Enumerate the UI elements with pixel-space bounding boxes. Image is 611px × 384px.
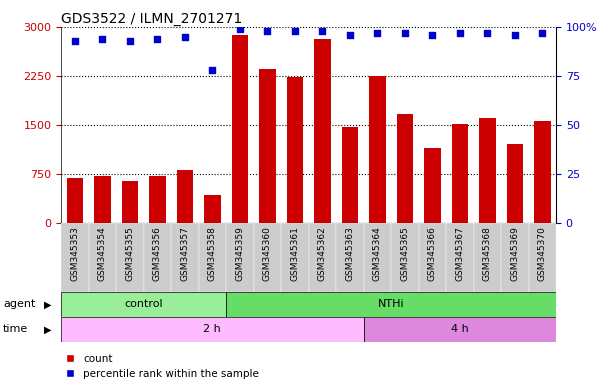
Text: GSM345353: GSM345353 [70,226,79,281]
Text: GSM345360: GSM345360 [263,226,272,281]
Bar [397,114,413,223]
Bar [391,223,419,292]
Bar [507,144,523,223]
Bar [177,170,193,223]
Text: GSM345366: GSM345366 [428,226,437,281]
Text: GSM345369: GSM345369 [510,226,519,281]
Bar [254,223,281,292]
Point [400,30,409,36]
Text: GSM345365: GSM345365 [400,226,409,281]
Bar [446,223,474,292]
Bar [534,121,551,223]
Bar [474,223,501,292]
Text: GSM345368: GSM345368 [483,226,492,281]
Point [98,36,108,42]
Bar [171,223,199,292]
Bar [287,77,303,223]
Bar [61,292,226,317]
Point [510,31,519,38]
Text: ▶: ▶ [44,324,51,334]
Bar [364,317,556,342]
Bar [226,223,254,292]
Point [290,28,300,34]
Bar [501,223,529,292]
Point [125,38,134,44]
Bar [89,223,116,292]
Bar [122,181,138,223]
Bar [61,317,364,342]
Point [235,26,244,32]
Bar [226,292,556,317]
Legend: count, percentile rank within the sample: count, percentile rank within the sample [67,354,259,379]
Text: GSM345361: GSM345361 [290,226,299,281]
Bar [116,223,144,292]
Bar [199,223,226,292]
Bar [149,176,166,223]
Bar [336,223,364,292]
Point [207,67,218,73]
Text: GSM345364: GSM345364 [373,226,382,281]
Text: time: time [3,324,28,334]
Bar [364,223,391,292]
Point [263,28,273,34]
Text: 4 h: 4 h [451,324,469,334]
Bar [94,176,111,223]
Bar [144,223,171,292]
Text: GSM345356: GSM345356 [153,226,162,281]
Text: ▶: ▶ [44,299,51,310]
Point [482,30,492,36]
Text: NTHi: NTHi [378,299,404,310]
Text: GSM345367: GSM345367 [455,226,464,281]
Text: 2 h: 2 h [203,324,221,334]
Bar [369,76,386,223]
Bar [314,39,331,223]
Text: GSM345355: GSM345355 [125,226,134,281]
Bar [232,35,248,223]
Text: GSM345362: GSM345362 [318,226,327,281]
Text: GSM345359: GSM345359 [235,226,244,281]
Bar [452,124,468,223]
Point [373,30,382,36]
Text: GSM345354: GSM345354 [98,226,107,281]
Bar [419,223,446,292]
Bar [342,127,358,223]
Text: control: control [124,299,163,310]
Text: GSM345358: GSM345358 [208,226,217,281]
Text: agent: agent [3,299,35,310]
Text: GSM345370: GSM345370 [538,226,547,281]
Bar [61,223,89,292]
Point [153,36,163,42]
Bar [259,70,276,223]
Text: GSM345357: GSM345357 [180,226,189,281]
Bar [204,195,221,223]
Bar [479,118,496,223]
Text: GSM345363: GSM345363 [345,226,354,281]
Bar [281,223,309,292]
Point [345,31,354,38]
Text: GDS3522 / ILMN_2701271: GDS3522 / ILMN_2701271 [61,12,243,26]
Point [538,30,547,36]
Point [318,28,327,34]
Bar [67,178,83,223]
Bar [424,148,441,223]
Point [455,30,464,36]
Point [180,34,189,40]
Point [427,31,437,38]
Bar [309,223,336,292]
Point [70,38,79,44]
Bar [529,223,556,292]
